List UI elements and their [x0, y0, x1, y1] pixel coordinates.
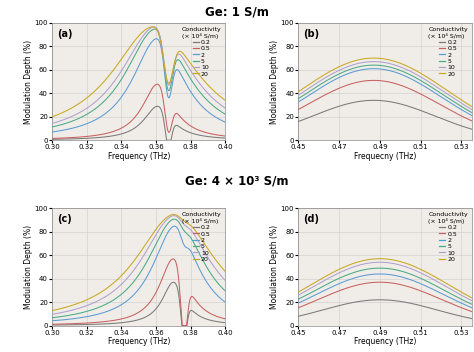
Text: (b): (b) [303, 29, 319, 39]
Text: Ge: 1 S/m: Ge: 1 S/m [205, 5, 269, 18]
Legend: 0.2, 0.5, 2, 5, 10, 20: 0.2, 0.5, 2, 5, 10, 20 [182, 26, 222, 77]
Text: (d): (d) [303, 214, 319, 224]
Legend: 0.2, 0.5, 2, 5, 10, 20: 0.2, 0.5, 2, 5, 10, 20 [428, 26, 468, 77]
Y-axis label: Modulation Depth (%): Modulation Depth (%) [270, 39, 279, 124]
X-axis label: Frequecny (THz): Frequecny (THz) [354, 152, 416, 161]
X-axis label: Frequency (THz): Frequency (THz) [354, 337, 416, 346]
Legend: 0.2, 0.5, 2, 5, 10, 20: 0.2, 0.5, 2, 5, 10, 20 [182, 212, 222, 263]
Legend: 0.2, 0.5, 2, 5, 10, 20: 0.2, 0.5, 2, 5, 10, 20 [428, 212, 468, 263]
X-axis label: Frequency (THz): Frequency (THz) [108, 337, 170, 346]
X-axis label: Frequency (THz): Frequency (THz) [108, 152, 170, 161]
Y-axis label: Modulation Depth (%): Modulation Depth (%) [270, 225, 279, 309]
Text: (a): (a) [57, 29, 73, 39]
Y-axis label: Modulation Depth (%): Modulation Depth (%) [24, 39, 33, 124]
Text: (c): (c) [57, 214, 72, 224]
Text: Ge: 4 × 10³ S/m: Ge: 4 × 10³ S/m [185, 174, 289, 187]
Y-axis label: Modulation Depth (%): Modulation Depth (%) [24, 225, 33, 309]
